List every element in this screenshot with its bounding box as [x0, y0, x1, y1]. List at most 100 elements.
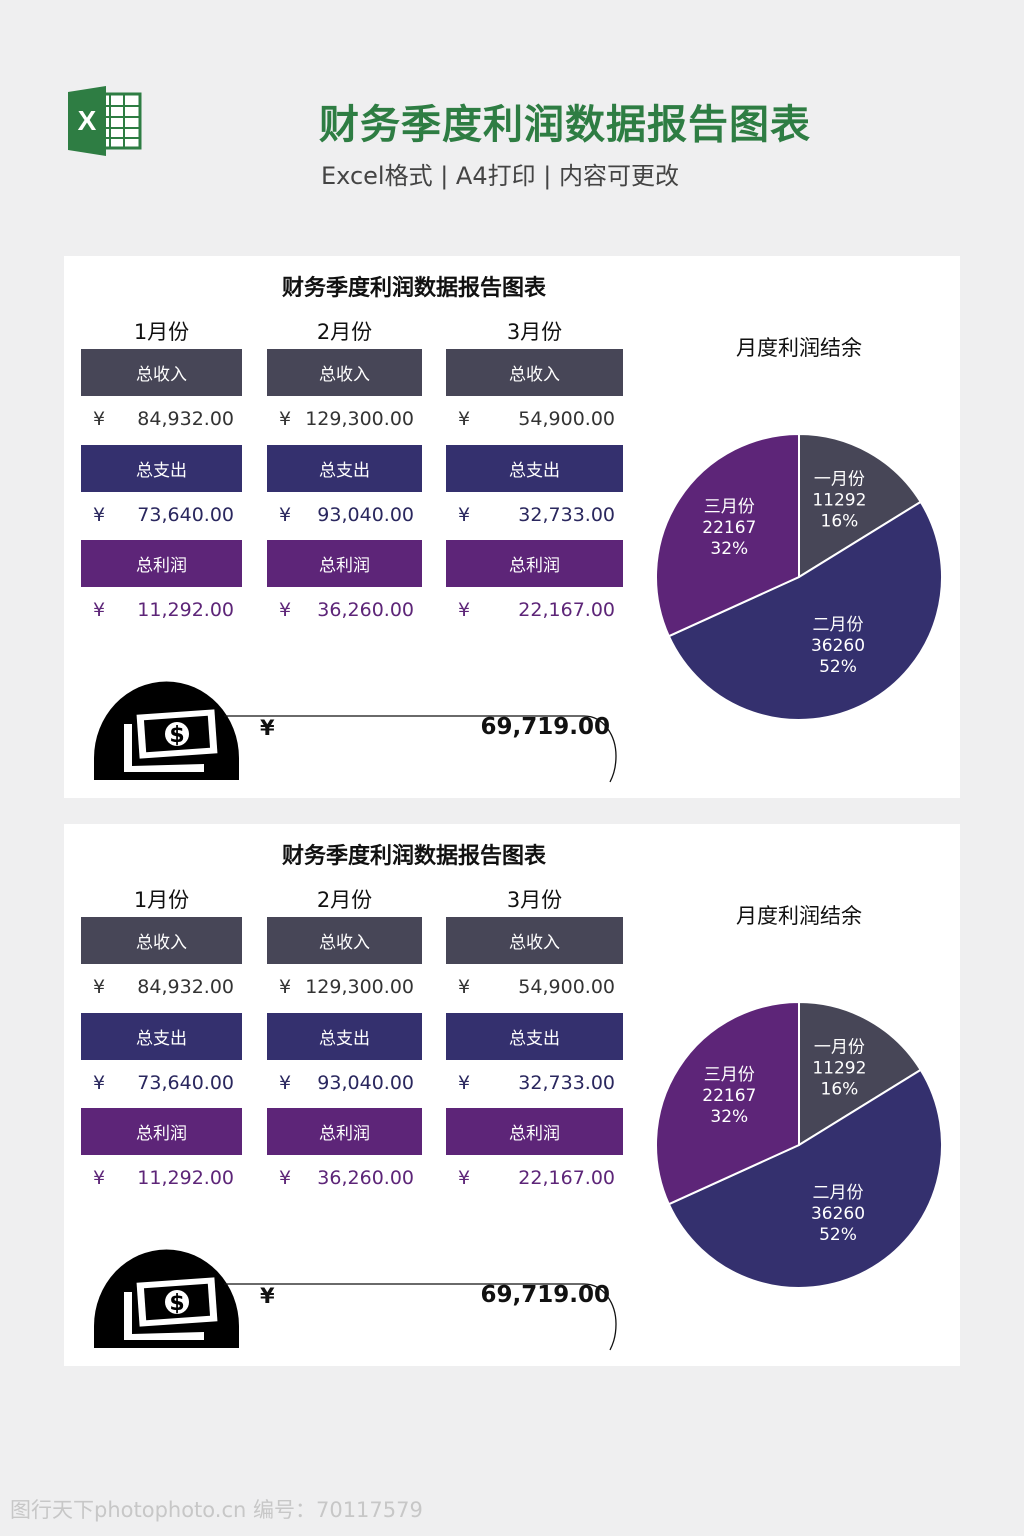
- expense-value: 93,040.00: [317, 504, 414, 526]
- pie-data-label: 22167: [702, 1086, 756, 1106]
- page-title: 财务季度利润数据报告图表: [319, 102, 811, 148]
- month-label: 2月份: [316, 888, 373, 912]
- profit-value-row: ¥22,167.00: [446, 587, 623, 633]
- expense-header: 总支出: [267, 445, 422, 492]
- currency-symbol: ¥: [458, 976, 471, 998]
- profit-header: 总利润: [81, 1108, 242, 1155]
- expense-value-row: ¥32,733.00: [446, 492, 623, 538]
- expense-value: 73,640.00: [137, 504, 234, 526]
- pie-data-label: 52%: [819, 657, 857, 677]
- pie-data-label: 二月份: [813, 615, 864, 635]
- excel-logo-icon: X: [68, 86, 142, 156]
- income-value: 129,300.00: [305, 408, 414, 430]
- report-card-1: 财务季度利润数据报告图表 1月份 总收入 ¥84,932.00 总支出 ¥73,640.0…: [64, 256, 960, 798]
- profit-value-row: ¥11,292.00: [81, 1155, 242, 1201]
- pie-slice: [667, 1068, 944, 1289]
- currency-symbol: ¥: [458, 599, 471, 621]
- watermark: 图行天下photophoto.cn 编号：70117579: [10, 1498, 423, 1522]
- pie-data-label: 32%: [710, 1107, 748, 1127]
- expense-value: 32,733.00: [518, 1072, 615, 1094]
- profit-value: 36,260.00: [317, 1167, 414, 1189]
- pie-slice: [667, 500, 944, 721]
- pie-data-label: 三月份: [704, 497, 755, 517]
- currency-symbol: ¥: [93, 599, 106, 621]
- profit-header: 总利润: [267, 540, 422, 587]
- pie-data-label: 三月份: [704, 1065, 755, 1085]
- income-header: 总收入: [81, 917, 242, 964]
- currency-symbol: ¥: [458, 1072, 471, 1094]
- income-value-row: ¥84,932.00: [81, 396, 242, 442]
- month-label: 3月份: [506, 888, 563, 912]
- income-value: 54,900.00: [518, 976, 615, 998]
- page-subtitle: Excel格式 | A4打印 | 内容可更改: [321, 162, 679, 190]
- income-value-row: ¥54,900.00: [446, 396, 623, 442]
- pie-slice: [655, 1000, 800, 1206]
- expense-header: 总支出: [446, 1013, 623, 1060]
- expense-header: 总支出: [81, 445, 242, 492]
- profit-value: 11,292.00: [137, 599, 234, 621]
- profit-header: 总利润: [81, 540, 242, 587]
- pie-data-label: 16%: [821, 1080, 859, 1100]
- expense-value-row: ¥32,733.00: [446, 1060, 623, 1106]
- pie-slice: [655, 432, 800, 638]
- pie-data-label: 二月份: [813, 1183, 864, 1203]
- chart-title: 月度利润结余: [736, 336, 862, 360]
- currency-symbol: ¥: [458, 1167, 471, 1189]
- pie-slice: [798, 432, 923, 579]
- card-title: 财务季度利润数据报告图表: [281, 276, 546, 301]
- currency-symbol: ¥: [279, 408, 292, 430]
- income-header: 总收入: [446, 349, 623, 396]
- income-header: 总收入: [446, 917, 623, 964]
- currency-symbol: ¥: [93, 1167, 106, 1189]
- total-profit-value: 69,719.00: [480, 1282, 611, 1308]
- expense-value-row: ¥73,640.00: [81, 492, 242, 538]
- currency-symbol: ¥: [93, 408, 106, 430]
- currency-symbol: ¥: [279, 976, 292, 998]
- pie-data-label: 22167: [702, 518, 756, 538]
- currency-symbol: ¥: [93, 504, 106, 526]
- pie-slice: [798, 1000, 923, 1147]
- total-bracket-line: [224, 715, 617, 783]
- income-value-row: ¥84,932.00: [81, 964, 242, 1010]
- pie-data-label: 32%: [710, 539, 748, 559]
- currency-symbol: ¥: [458, 504, 471, 526]
- expense-value-row: ¥93,040.00: [267, 1060, 422, 1106]
- pie-data-label: 一月份: [814, 1038, 865, 1058]
- card-title: 财务季度利润数据报告图表: [281, 844, 546, 869]
- expense-value-row: ¥93,040.00: [267, 492, 422, 538]
- profit-value-row: ¥36,260.00: [267, 587, 422, 633]
- profit-value: 22,167.00: [518, 599, 615, 621]
- expense-value: 32,733.00: [518, 504, 615, 526]
- report-card-2: 财务季度利润数据报告图表 1月份 总收入 ¥84,932.00 总支出 ¥73,640.0…: [64, 824, 960, 1366]
- pie-data-label: 16%: [821, 512, 859, 532]
- income-value: 54,900.00: [518, 408, 615, 430]
- income-header: 总收入: [267, 349, 422, 396]
- month-label: 1月份: [133, 320, 190, 344]
- money-icon: $: [94, 681, 239, 780]
- pie-data-label: 一月份: [814, 470, 865, 490]
- month-label: 1月份: [133, 888, 190, 912]
- total-currency-symbol: ¥: [260, 716, 275, 740]
- total-profit-value: 69,719.00: [480, 714, 611, 740]
- currency-symbol: ¥: [279, 1167, 292, 1189]
- currency-symbol: ¥: [279, 599, 292, 621]
- income-header: 总收入: [267, 917, 422, 964]
- profit-value: 36,260.00: [317, 599, 414, 621]
- chart-title: 月度利润结余: [736, 904, 862, 928]
- currency-symbol: ¥: [279, 504, 292, 526]
- income-value: 84,932.00: [137, 976, 234, 998]
- expense-header: 总支出: [267, 1013, 422, 1060]
- profit-header: 总利润: [446, 1108, 623, 1155]
- month-label: 2月份: [316, 320, 373, 344]
- profit-header: 总利润: [267, 1108, 422, 1155]
- profit-value: 22,167.00: [518, 1167, 615, 1189]
- profit-value-row: ¥11,292.00: [81, 587, 242, 633]
- svg-text:$: $: [169, 1291, 184, 1316]
- income-value-row: ¥54,900.00: [446, 964, 623, 1010]
- svg-text:$: $: [169, 723, 184, 748]
- profit-value-row: ¥36,260.00: [267, 1155, 422, 1201]
- pie-data-label: 11292: [812, 1059, 866, 1079]
- income-value-row: ¥129,300.00: [267, 964, 422, 1010]
